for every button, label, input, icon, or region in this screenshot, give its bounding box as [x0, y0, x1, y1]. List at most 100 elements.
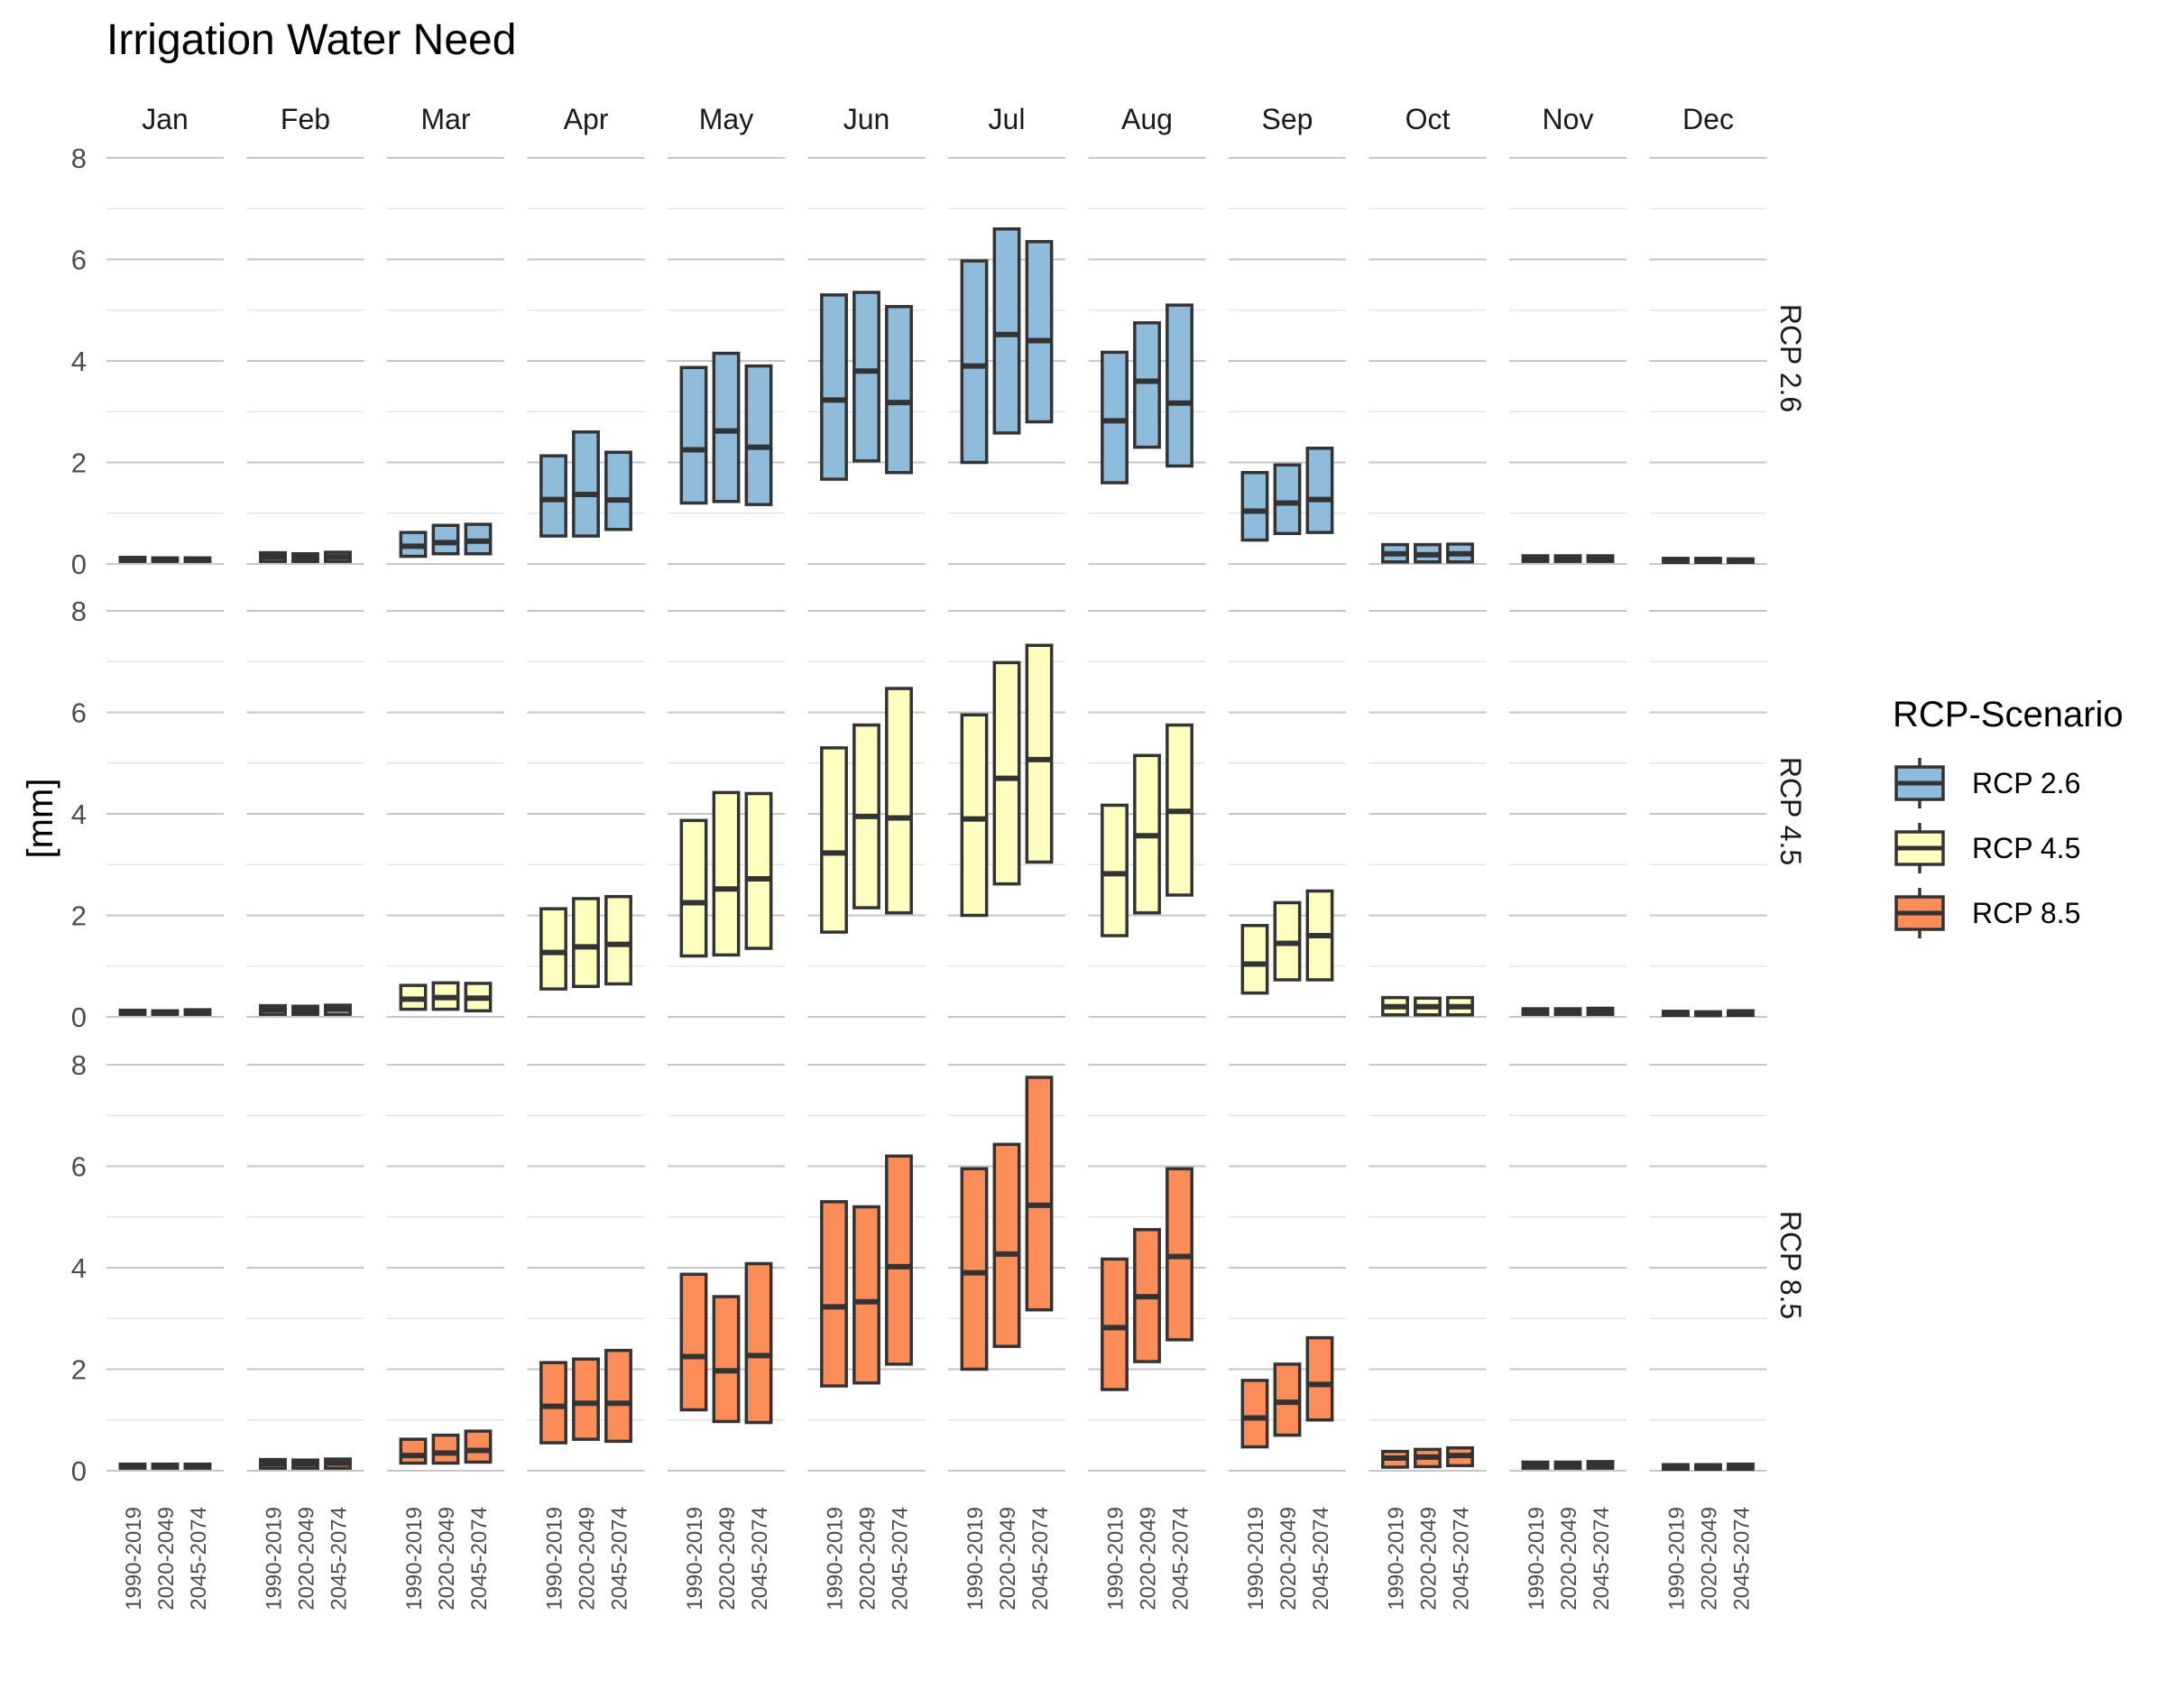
box-rcp-2-6-mar-2045-2074 — [464, 522, 493, 556]
box-rect — [539, 907, 567, 991]
box-rect — [712, 790, 741, 957]
box-rect — [852, 1205, 880, 1385]
box-rcp-8-5-jul-2020-2049 — [992, 1142, 1021, 1348]
box-rcp-8-5-oct-2020-2049 — [1414, 1447, 1442, 1469]
box-rcp-8-5-aug-1990-2019 — [1101, 1257, 1129, 1391]
box-rcp-4-5-feb-1990-2019 — [259, 1003, 287, 1016]
box-rcp-2-6-jan-1990-2019 — [118, 555, 147, 563]
y-tick-label: 4 — [71, 1252, 87, 1284]
box-rect — [960, 259, 989, 465]
box-rcp-8-5-mar-2045-2074 — [464, 1429, 493, 1464]
box-rect — [744, 791, 773, 950]
facet-label-may: May — [699, 103, 753, 135]
box-rect — [712, 1295, 741, 1424]
x-tick-label: 2045-2074 — [1590, 1507, 1614, 1611]
box-rcp-8-5-dec-2045-2074 — [1727, 1462, 1755, 1472]
box-rect — [992, 660, 1021, 886]
box-rect — [1305, 1335, 1334, 1422]
box-rect — [679, 818, 708, 958]
box-rect — [1025, 643, 1054, 864]
box-rcp-4-5-dec-2045-2074 — [1727, 1009, 1755, 1018]
box-rcp-4-5-jun-1990-2019 — [820, 746, 848, 934]
x-tick-label: 2045-2074 — [748, 1507, 772, 1611]
box-rcp-8-5-may-1990-2019 — [679, 1272, 708, 1412]
y-tick-label: 0 — [71, 1455, 87, 1487]
box-rcp-2-6-sep-1990-2019 — [1240, 471, 1269, 542]
box-rcp-4-5-jun-2045-2074 — [885, 687, 913, 915]
box-rcp-8-5-jan-2020-2049 — [151, 1462, 180, 1470]
box-rcp-4-5-nov-1990-2019 — [1521, 1007, 1550, 1016]
box-rcp-2-6-sep-2020-2049 — [1273, 463, 1302, 535]
box-rcp-2-6-oct-2020-2049 — [1414, 542, 1442, 564]
box-rcp-2-6-feb-2045-2074 — [324, 550, 352, 563]
box-rect — [572, 1357, 600, 1441]
box-rcp-2-6-jul-1990-2019 — [960, 259, 989, 465]
box-rcp-8-5-nov-2045-2074 — [1586, 1460, 1615, 1470]
y-tick-label: 4 — [71, 799, 87, 830]
legend-item-rcp-4-5: RCP 4.5 — [1894, 823, 2080, 873]
box-rcp-8-5-jan-2045-2074 — [183, 1462, 212, 1470]
box-rect — [399, 1437, 428, 1465]
box-rcp-2-6-jul-2020-2049 — [992, 227, 1021, 435]
box-rect — [1273, 463, 1302, 535]
box-rect — [885, 1154, 913, 1366]
legend: RCP-Scenario RCP 2.6 RCP 4.5 RCP 8.5 — [1893, 695, 2124, 938]
box-rect — [1240, 1379, 1269, 1449]
box-rect — [572, 430, 600, 538]
x-tick-label: 2045-2074 — [608, 1507, 632, 1611]
box-rcp-4-5-jul-2020-2049 — [992, 660, 1021, 886]
x-tick-label: 1990-2019 — [963, 1507, 988, 1611]
box-rcp-8-5-jun-2045-2074 — [885, 1154, 913, 1366]
x-tick-label: 1990-2019 — [402, 1507, 427, 1611]
box-rcp-2-6-feb-2020-2049 — [291, 552, 319, 563]
box-rcp-4-5-jan-2045-2074 — [183, 1008, 212, 1016]
box-rcp-4-5-apr-2020-2049 — [572, 897, 600, 988]
box-rect — [604, 1348, 632, 1444]
facet-row-label-rcp-2-6: RCP 2.6 — [1774, 304, 1807, 412]
box-rect — [1101, 1257, 1129, 1391]
box-rcp-2-6-dec-1990-2019 — [1662, 557, 1690, 565]
x-tick-label: 1990-2019 — [1525, 1507, 1549, 1611]
legend-label: RCP 4.5 — [1972, 832, 2080, 864]
facet-label-jul: Jul — [989, 103, 1026, 135]
box-rcp-4-5-nov-2045-2074 — [1586, 1006, 1615, 1016]
x-tick-label: 2045-2074 — [1450, 1507, 1474, 1611]
chart-title: Irrigation Water Need — [106, 16, 516, 64]
box-rcp-4-5-mar-1990-2019 — [399, 983, 428, 1011]
legend-label: RCP 2.6 — [1972, 767, 2080, 799]
facet-label-aug: Aug — [1121, 103, 1173, 135]
legend-label: RCP 8.5 — [1972, 897, 2080, 929]
box-rect — [1166, 303, 1193, 468]
box-rect — [960, 1167, 989, 1371]
box-rcp-2-6-dec-2045-2074 — [1727, 557, 1755, 565]
box-rcp-8-5-dec-1990-2019 — [1662, 1463, 1690, 1472]
legend-items: RCP 2.6 RCP 4.5 RCP 8.5 — [1894, 758, 2080, 938]
box-rect — [431, 1433, 460, 1465]
box-rcp-2-6-jun-2020-2049 — [852, 291, 880, 463]
box-rcp-8-5-sep-1990-2019 — [1240, 1379, 1269, 1449]
facet-label-nov: Nov — [1543, 103, 1594, 135]
box-rcp-8-5-sep-2020-2049 — [1273, 1362, 1302, 1437]
box-rect — [712, 351, 741, 503]
box-rcp-4-5-jun-2020-2049 — [852, 723, 880, 910]
box-rect — [431, 523, 460, 556]
box-rcp-4-5-mar-2045-2074 — [464, 982, 493, 1012]
box-rect — [820, 1200, 848, 1388]
x-tick-label: 1990-2019 — [543, 1507, 567, 1611]
box-rcp-8-5-apr-2020-2049 — [572, 1357, 600, 1441]
box-rcp-4-5-sep-1990-2019 — [1240, 924, 1269, 995]
x-tick-label: 1990-2019 — [1665, 1507, 1690, 1611]
box-rect — [744, 1261, 773, 1425]
box-rcp-2-6-apr-2045-2074 — [604, 450, 632, 531]
box-rect — [1025, 1076, 1054, 1312]
y-tick-label: 6 — [71, 245, 87, 276]
y-tick-label: 8 — [71, 143, 87, 174]
box-rcp-4-5-jul-2045-2074 — [1025, 643, 1054, 864]
box-rcp-8-5-jun-1990-2019 — [820, 1200, 848, 1388]
box-rcp-4-5-oct-1990-2019 — [1381, 995, 1409, 1017]
box-rcp-2-6-jun-2045-2074 — [885, 305, 913, 475]
y-tick-label: 6 — [71, 1151, 87, 1183]
box-rcp-4-5-nov-2020-2049 — [1553, 1007, 1582, 1016]
x-tick-label: 1990-2019 — [824, 1507, 848, 1611]
